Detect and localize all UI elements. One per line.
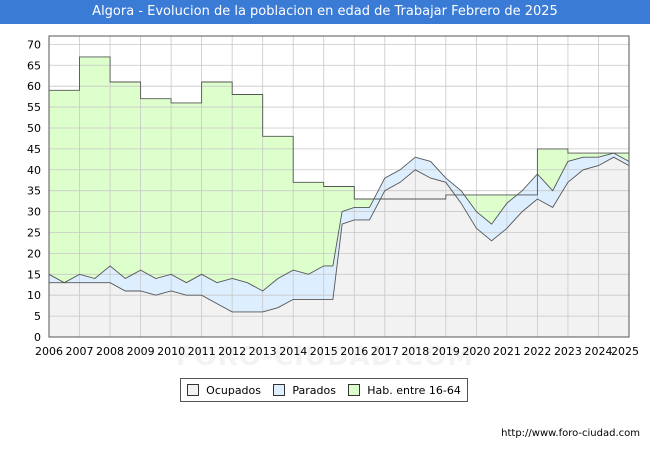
- x-tick-label: 2007: [66, 345, 94, 358]
- legend: Ocupados Parados Hab. entre 16-64: [180, 378, 468, 402]
- legend-swatch-parados: [273, 384, 286, 396]
- x-tick-label: 2023: [554, 345, 582, 358]
- x-tick-label: 2006: [35, 345, 63, 358]
- x-tick-label: 2010: [157, 345, 185, 358]
- plot-border: [48, 35, 630, 338]
- y-tick-label: 15: [27, 268, 41, 281]
- y-tick-label: 20: [27, 247, 41, 260]
- axis-layer: [48, 35, 630, 338]
- x-tick-label: 2020: [462, 345, 490, 358]
- series-line-parados: [48, 152, 630, 292]
- legend-label-ocupados: Ocupados: [206, 383, 262, 397]
- watermark-text: FORO-CIUDAD.COM: [175, 342, 475, 372]
- x-tick-label: 2013: [249, 345, 277, 358]
- y-tick-label: 25: [27, 226, 41, 239]
- y-tick-label: 55: [27, 101, 41, 114]
- series-area-ocupados: [49, 157, 629, 337]
- x-tick-label: 2022: [523, 345, 551, 358]
- series-line-ocupados: [49, 156, 630, 313]
- y-tick-label: 0: [34, 331, 41, 344]
- source-link[interactable]: http://www.foro-ciudad.com: [501, 428, 640, 439]
- legend-item-parados: Parados: [273, 384, 336, 397]
- legend-swatch-ocupados: [187, 384, 200, 396]
- legend-label-hab: Hab. entre 16-64: [367, 383, 461, 397]
- legend-item-hab: Hab. entre 16-64: [348, 384, 461, 397]
- area-layer: [49, 56, 629, 338]
- x-tick-label: 2018: [401, 345, 429, 358]
- x-tick-label: 2025: [611, 345, 639, 358]
- legend-swatch-hab: [348, 384, 361, 396]
- y-tick-label: 40: [27, 164, 41, 177]
- series-line-hab: [49, 56, 629, 200]
- y-tick-label: 35: [27, 185, 41, 198]
- x-tick-label: 2019: [432, 345, 460, 358]
- x-tick-label: 2009: [127, 345, 155, 358]
- x-tick-label: 2011: [188, 345, 216, 358]
- y-tick-label: 10: [27, 289, 41, 302]
- legend-label-parados: Parados: [292, 383, 336, 397]
- y-tick-label: 30: [27, 206, 41, 219]
- y-tick-label: 70: [27, 38, 41, 51]
- legend-item-ocupados: Ocupados: [187, 384, 261, 397]
- y-tick-label: 45: [27, 143, 41, 156]
- y-tick-label: 60: [27, 80, 41, 93]
- x-tick-label: 2015: [310, 345, 338, 358]
- x-tick-label: 2021: [493, 345, 521, 358]
- y-tick-label: 50: [27, 122, 41, 135]
- x-tick-label: 2008: [96, 345, 124, 358]
- y-tick-label: 5: [34, 310, 41, 323]
- x-tick-label: 2014: [279, 345, 307, 358]
- x-tick-label: 2012: [218, 345, 246, 358]
- x-tick-label: 2017: [371, 345, 399, 358]
- x-tick-label: 2024: [584, 345, 612, 358]
- x-tick-label: 2016: [340, 345, 368, 358]
- y-tick-label: 65: [27, 59, 41, 72]
- chart-title: Algora - Evolucion de la poblacion en ed…: [0, 0, 650, 24]
